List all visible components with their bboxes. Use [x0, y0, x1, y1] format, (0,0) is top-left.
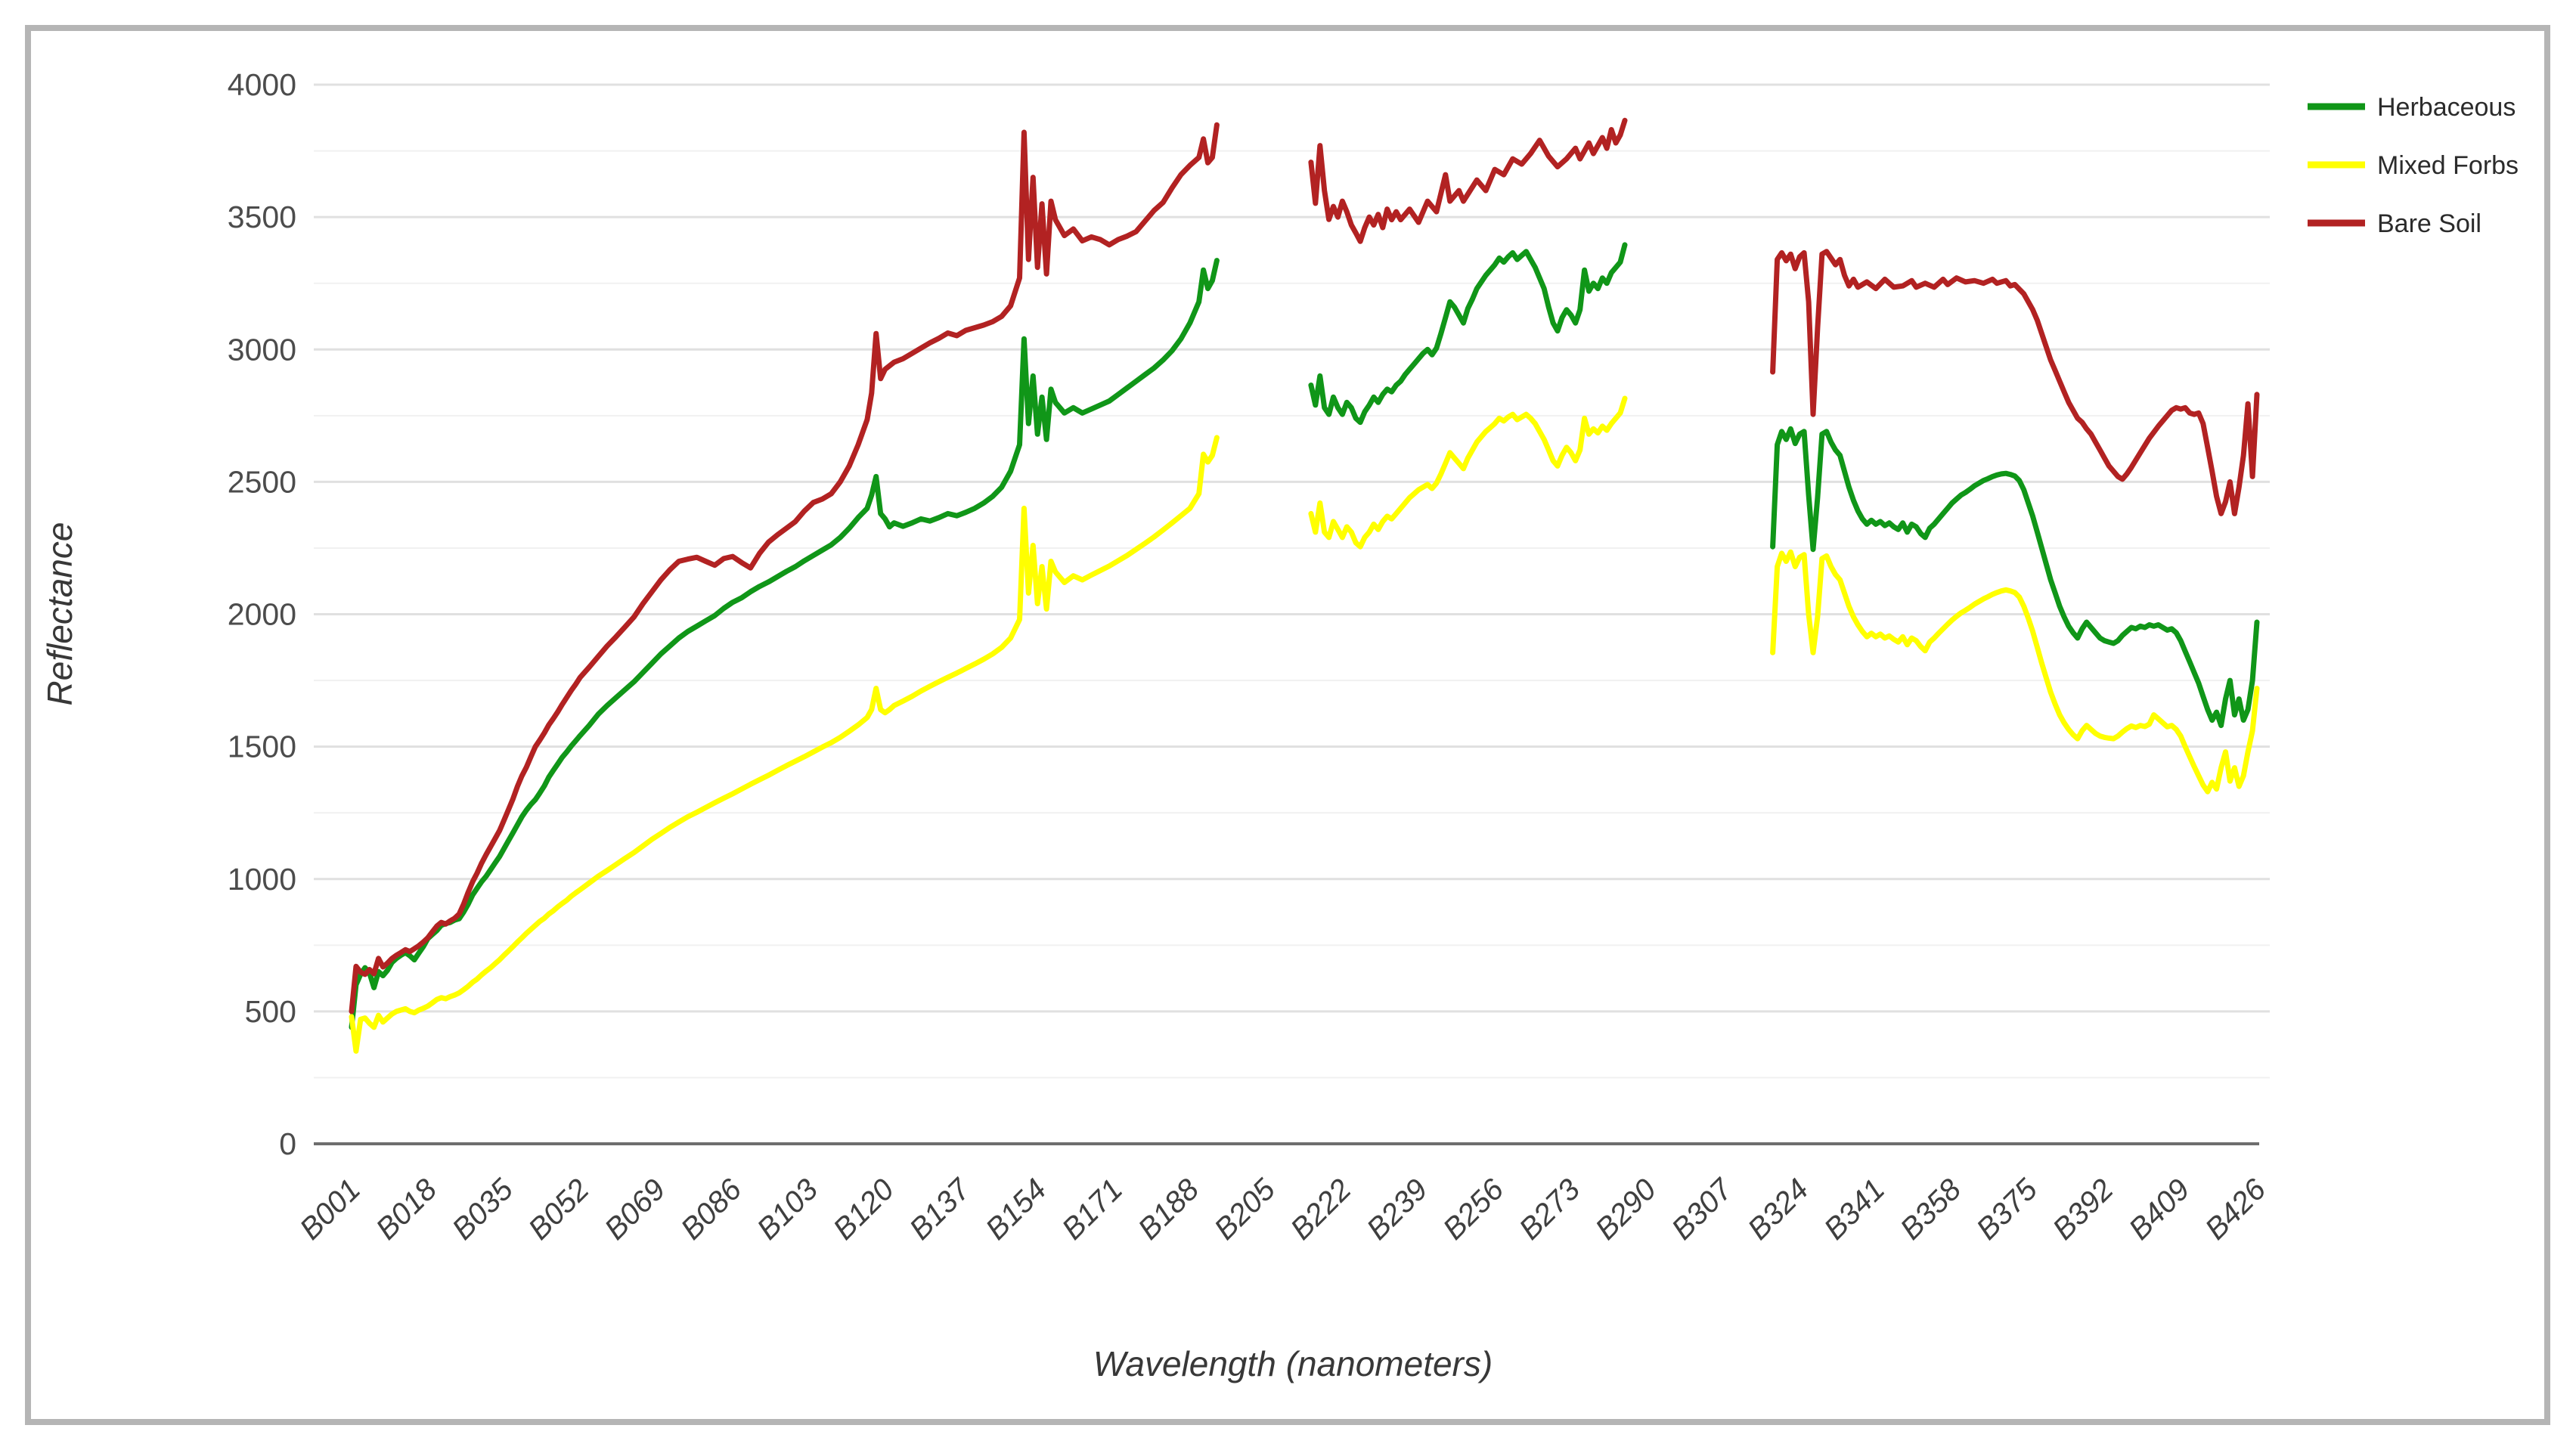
x-tick-label: B001: [293, 1173, 367, 1246]
x-tick-label: B205: [1208, 1173, 1282, 1247]
y-tick-label: 500: [245, 994, 296, 1029]
y-axis-labels: 0 500 1000 1500 2000 2500 3000 3500 4000: [228, 67, 296, 1161]
y-axis-title: Reflectance: [40, 522, 79, 706]
x-tick-label: B358: [1894, 1173, 1968, 1247]
legend-label: Herbaceous: [2377, 93, 2516, 122]
x-tick-label: B086: [674, 1173, 749, 1247]
y-tick-label: 1500: [228, 730, 296, 764]
x-tick-label: B154: [979, 1173, 1052, 1246]
x-axis-title: Wavelength (nanometers): [1093, 1344, 1493, 1383]
x-tick-label: B273: [1513, 1173, 1586, 1246]
x-tick-label: B409: [2122, 1173, 2196, 1246]
legend-item-bare-soil: Bare Soil: [2308, 209, 2481, 238]
legend: Herbaceous Mixed Forbs Bare Soil: [2308, 93, 2519, 238]
x-tick-label: B256: [1437, 1173, 1511, 1247]
series-line-herbaceous: [1308, 242, 1628, 426]
x-axis-labels: B001 B018 B035 B052 B069 B086 B103 B120 B137 B154…: [293, 1172, 2273, 1246]
x-tick-label: B035: [446, 1173, 520, 1247]
series-line-herbaceous: [1770, 426, 2260, 729]
x-tick-label: B307: [1666, 1172, 1740, 1246]
series-line-mixed-forbs: [1308, 395, 1628, 550]
legend-item-herbaceous: Herbaceous: [2308, 93, 2516, 122]
x-tick-label: B426: [2199, 1173, 2273, 1247]
x-tick-label: B052: [522, 1173, 596, 1246]
series-line-bare-soil: [349, 122, 1220, 1015]
x-tick-label: B375: [1970, 1173, 2044, 1247]
series-line-herbaceous: [349, 258, 1220, 1030]
y-tick-label: 0: [279, 1126, 296, 1161]
x-tick-label: B137: [904, 1172, 978, 1246]
series-line-mixed-forbs: [1770, 549, 2260, 795]
x-tick-label: B239: [1360, 1173, 1434, 1246]
x-tick-label: B392: [2047, 1173, 2120, 1246]
legend-label: Mixed Forbs: [2377, 151, 2519, 180]
x-tick-label: B222: [1285, 1173, 1358, 1246]
y-tick-label: 2500: [228, 464, 296, 499]
x-tick-label: B324: [1741, 1173, 1815, 1246]
x-tick-label: B188: [1132, 1173, 1206, 1247]
y-tick-label: 1000: [228, 862, 296, 897]
x-tick-label: B120: [827, 1173, 901, 1246]
series-line-bare-soil: [1770, 249, 2260, 516]
y-tick-label: 2000: [228, 597, 296, 632]
series-lines: [349, 117, 2260, 1054]
x-tick-label: B069: [598, 1173, 671, 1246]
series-line-bare-soil: [1308, 117, 1628, 244]
x-tick-label: B171: [1056, 1173, 1129, 1246]
legend-item-mixed-forbs: Mixed Forbs: [2308, 151, 2519, 180]
x-tick-label: B018: [370, 1173, 444, 1247]
y-tick-label: 4000: [228, 67, 296, 102]
x-tick-label: B290: [1589, 1173, 1663, 1246]
x-tick-label: B341: [1818, 1173, 1891, 1246]
gridlines: [314, 83, 2270, 1145]
series-line-mixed-forbs: [349, 435, 1220, 1054]
legend-label: Bare Soil: [2377, 209, 2481, 238]
x-tick-label: B103: [751, 1173, 824, 1246]
y-tick-label: 3500: [228, 200, 296, 234]
y-tick-label: 3000: [228, 332, 296, 367]
